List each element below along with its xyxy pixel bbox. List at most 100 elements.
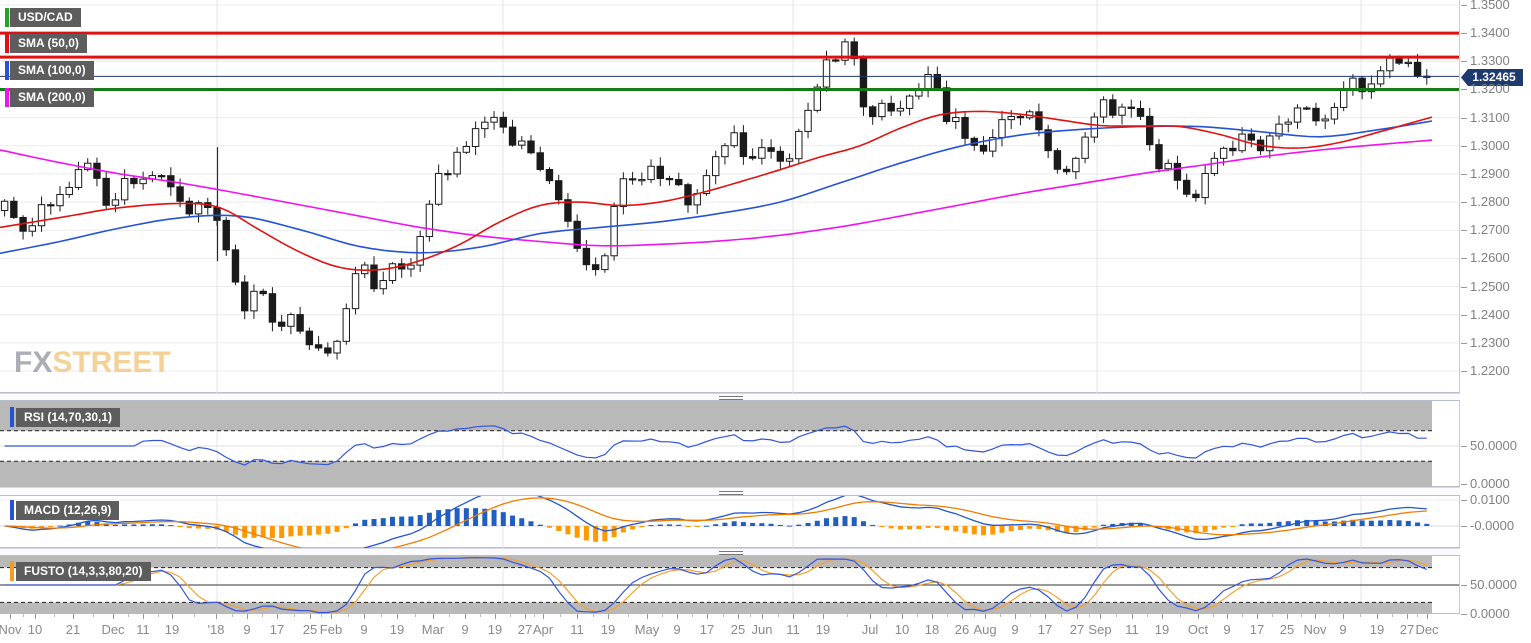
y-axis-tick xyxy=(1461,202,1467,204)
x-axis-label: Apr xyxy=(532,622,554,637)
macd-histogram-bar xyxy=(925,526,931,528)
y-axis-tick xyxy=(1461,371,1467,372)
macd-histogram-bar xyxy=(667,524,673,526)
macd-histogram-bar xyxy=(814,520,820,526)
x-axis-minor-tick xyxy=(846,614,848,617)
macd-histogram-bar xyxy=(611,526,617,538)
macd-histogram-bar xyxy=(399,516,405,526)
macd-chart[interactable] xyxy=(0,496,1460,548)
macd-histogram-bar xyxy=(1138,523,1144,526)
x-axis-label: Sep xyxy=(1088,622,1112,637)
symbol-color-bar xyxy=(5,8,9,27)
x-axis-label: 9 xyxy=(243,622,251,637)
candle-body xyxy=(28,225,37,232)
stochastic-chart[interactable] xyxy=(0,556,1460,614)
x-axis-minor-tick xyxy=(947,614,948,617)
candle-body xyxy=(859,58,868,108)
macd-histogram-bar xyxy=(445,509,451,526)
splitter-grip-icon[interactable] xyxy=(719,396,743,403)
candle-body xyxy=(176,186,184,202)
macd-histogram-bar xyxy=(713,524,719,526)
price-axis[interactable]: 1.32465 1.3500 1.3400 1.3300 1.3200 1.3100 1.… xyxy=(1460,0,1531,643)
candle-body xyxy=(675,178,683,186)
macd-histogram-bar xyxy=(1248,523,1254,526)
candle-body xyxy=(65,186,73,196)
candle-body xyxy=(868,106,877,118)
macd-histogram-bar xyxy=(1267,522,1273,526)
candle-body xyxy=(564,199,572,222)
candlestick-chart[interactable] xyxy=(0,0,1460,393)
candle-body xyxy=(388,263,397,282)
price-axis-label: 1.2300 xyxy=(1470,334,1510,350)
candle-body xyxy=(656,165,664,179)
macd-histogram-bar xyxy=(537,524,543,526)
candle-body xyxy=(314,344,323,349)
macd-histogram-bar xyxy=(1027,526,1033,529)
splitter-grip-icon[interactable] xyxy=(719,551,743,558)
splitter-grip-icon[interactable] xyxy=(719,491,743,498)
candle-body xyxy=(1164,162,1172,170)
panel-splitter-2[interactable] xyxy=(0,487,1460,498)
macd-histogram-bar xyxy=(565,526,571,535)
last-price-value: 1.32465 xyxy=(1472,70,1516,84)
macd-histogram-bar xyxy=(759,523,765,526)
macd-histogram-bar xyxy=(242,526,248,538)
macd-histogram-bar xyxy=(1202,526,1208,532)
rsi-oversold-zone xyxy=(0,461,1432,487)
x-axis-minor-tick xyxy=(320,614,322,617)
macd-histogram-bar xyxy=(343,526,349,529)
candle-body xyxy=(74,169,83,188)
x-axis-label: 27 xyxy=(1399,622,1415,637)
macd-histogram-bar xyxy=(1350,519,1356,526)
sma100-color-bar xyxy=(5,61,9,80)
panel-splitter-3[interactable] xyxy=(0,548,1460,558)
candle-body xyxy=(776,150,785,162)
x-axis-label: May xyxy=(634,622,660,637)
macd-histogram-bar xyxy=(306,526,312,536)
rsi-line xyxy=(4,425,1427,466)
x-axis-tick xyxy=(73,614,74,619)
candle-body xyxy=(1099,99,1108,118)
candle-body xyxy=(1219,147,1228,159)
macd-histogram-bar xyxy=(1322,521,1328,526)
panel-splitter-1[interactable] xyxy=(0,393,1460,403)
candle-body xyxy=(952,116,960,123)
rsi-chart[interactable] xyxy=(0,401,1460,487)
x-axis-tick xyxy=(433,614,434,619)
main-price-panel[interactable]: FXSTREET USD/CAD SMA (50,0) SMA (100,0) … xyxy=(0,0,1460,393)
macd-panel[interactable]: MACD (12,26,9) xyxy=(0,496,1460,548)
macd-label: MACD (12,26,9) xyxy=(16,501,120,520)
macd-histogram-bar xyxy=(851,517,857,526)
macd-histogram-bar xyxy=(971,526,977,535)
candle-body xyxy=(1275,123,1283,137)
x-axis-tick xyxy=(495,614,496,619)
macd-histogram-bar xyxy=(842,516,848,526)
candle-body xyxy=(1136,107,1145,117)
x-axis-minor-tick xyxy=(380,614,382,617)
x-axis-minor-tick xyxy=(22,614,24,617)
x-axis-tick xyxy=(310,614,311,619)
time-axis[interactable]: Nov 10 21 Dec 11 19'18 9 17 25 Feb 9 19 Mar 9 19 27 Apr 1… xyxy=(0,614,1460,643)
x-axis-tick xyxy=(172,614,173,619)
candle-body xyxy=(813,86,821,111)
macd-histogram-bar xyxy=(583,526,589,541)
candle-body xyxy=(499,116,507,128)
x-axis-label: 11 xyxy=(1125,622,1139,637)
x-axis-tick xyxy=(677,614,678,619)
x-axis-label: '18 xyxy=(207,622,225,637)
stochastic-panel[interactable]: FUSTO (14,3,3,80,20) xyxy=(0,556,1460,614)
x-axis-tick xyxy=(1407,614,1408,619)
rsi-panel[interactable]: RSI (14,70,30,1) xyxy=(0,401,1460,487)
stoch-axis-label: 50.0000 xyxy=(1470,577,1517,592)
macd-histogram-bar xyxy=(1184,526,1190,533)
macd-histogram-bar xyxy=(574,526,580,538)
candle-body xyxy=(56,194,64,207)
rsi-color-bar xyxy=(10,407,14,427)
x-axis-tick xyxy=(762,614,763,619)
candle-body xyxy=(102,177,110,206)
price-axis-label: 1.2900 xyxy=(1470,165,1510,181)
candle-body xyxy=(1330,106,1339,120)
x-axis-tick xyxy=(1343,614,1344,619)
macd-histogram-bar xyxy=(491,509,497,526)
macd-histogram-bar xyxy=(1304,519,1310,526)
